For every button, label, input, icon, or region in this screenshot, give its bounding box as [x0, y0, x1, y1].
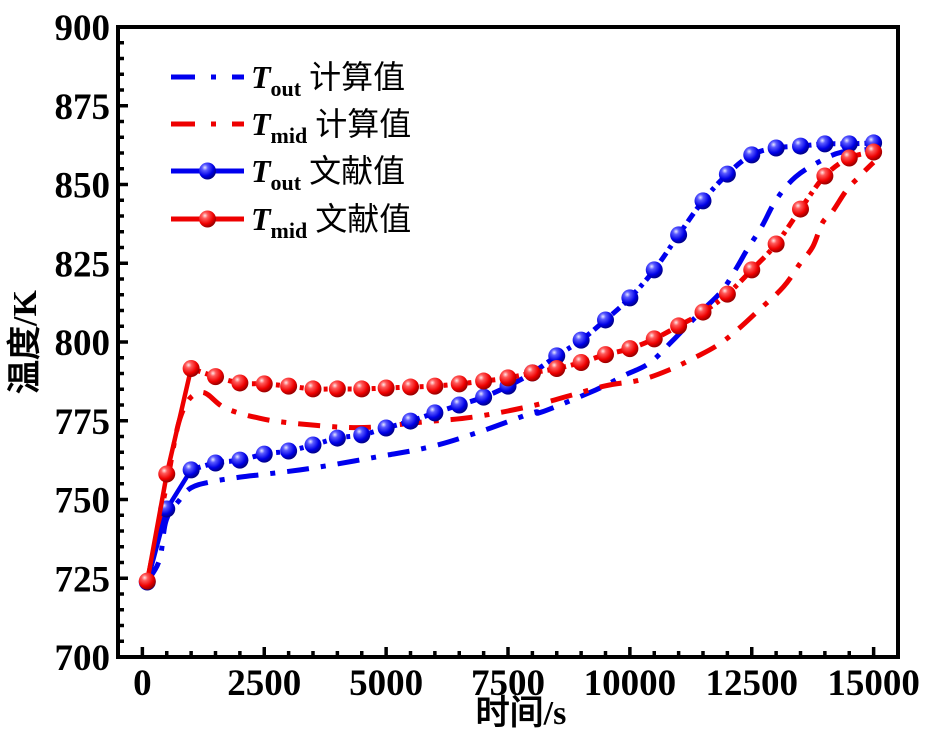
y-tick-label: 775 — [55, 402, 111, 443]
data-point-marker — [304, 436, 322, 454]
data-point-marker — [402, 378, 419, 396]
data-point-marker — [548, 347, 566, 365]
legend-marker — [199, 162, 216, 180]
data-point-marker — [231, 374, 249, 392]
x-tick-label: 10000 — [584, 663, 677, 704]
data-point-marker — [255, 375, 273, 393]
data-point-marker — [450, 396, 468, 414]
x-axis-title: 时间/s — [476, 694, 567, 732]
data-point-marker — [767, 235, 785, 253]
x-tick-label: 15000 — [827, 663, 920, 704]
data-point-marker — [377, 379, 395, 397]
legend-label: Tmid 文献值 — [251, 201, 411, 243]
data-point-marker — [767, 139, 785, 157]
data-point-marker — [377, 419, 395, 437]
data-point-marker — [718, 165, 736, 183]
data-point-marker — [353, 426, 371, 444]
data-point-marker — [621, 340, 639, 358]
series-line-literature-start — [145, 468, 194, 583]
data-point-marker — [207, 368, 224, 386]
y-tick-label: 850 — [55, 166, 111, 207]
legend-label: Tmid 计算值 — [251, 106, 411, 148]
data-point-marker — [694, 303, 712, 321]
data-point-marker — [645, 330, 663, 348]
data-point-marker — [597, 311, 614, 329]
x-tick-label: 0 — [133, 663, 152, 704]
y-tick-label: 700 — [55, 638, 111, 679]
data-point-marker — [816, 167, 834, 185]
data-point-marker — [743, 261, 761, 279]
data-point-marker — [572, 331, 590, 349]
data-point-marker — [255, 445, 273, 463]
data-point-marker — [548, 359, 566, 377]
y-tick-labels: 700 725 750 775 800 825 850 875 900 — [55, 8, 111, 679]
data-point-marker — [597, 346, 614, 364]
data-point-marker — [207, 454, 224, 472]
data-point-marker — [621, 289, 639, 307]
data-point-marker — [280, 377, 298, 395]
data-point-marker — [645, 261, 663, 279]
data-point-marker — [792, 137, 809, 155]
data-point-marker — [572, 353, 590, 371]
y-tick-label: 725 — [55, 559, 111, 600]
legend-item: Tout 计算值 — [171, 59, 405, 101]
data-point-marker — [280, 442, 298, 460]
x-tick-label: 12500 — [706, 663, 799, 704]
legend-item: Tmid 计算值 — [171, 106, 411, 148]
legend-label: Tout 文献值 — [251, 153, 405, 195]
data-point-marker — [670, 226, 688, 244]
y-tick-label: 800 — [55, 323, 111, 364]
data-point-marker — [231, 451, 249, 469]
data-point-marker — [328, 429, 346, 447]
x-tick-label: 5000 — [349, 663, 423, 704]
data-point-marker — [743, 146, 761, 164]
data-point-marker — [182, 359, 200, 377]
data-point-marker — [304, 380, 322, 398]
x-tick-labels: 0 2500 5000 7500 10000 12500 15000 — [133, 663, 920, 704]
y-axis-title: 温度/K — [6, 290, 44, 394]
data-point-marker — [328, 380, 346, 398]
data-point-marker — [182, 461, 200, 479]
tick-marks — [118, 25, 876, 659]
data-point-marker — [523, 364, 541, 382]
data-point-marker — [426, 377, 444, 395]
legend-item: Tmid 文献值 — [171, 201, 411, 243]
legend-item: Tout 文献值 — [171, 153, 405, 195]
data-point-marker — [718, 285, 736, 303]
data-point-marker — [670, 317, 688, 335]
data-point-marker — [840, 149, 858, 167]
series-markers-3 — [138, 143, 883, 590]
series-layer — [138, 134, 883, 591]
y-tick-label: 750 — [55, 481, 111, 522]
legend: Tout 计算值 Tmid 计算值 Tout 文献值 Tmid 文献值 — [171, 59, 411, 243]
data-point-marker — [450, 375, 468, 393]
data-point-marker — [426, 404, 444, 422]
y-tick-label: 825 — [55, 244, 111, 285]
data-point-marker — [499, 369, 517, 387]
x-tick-label: 2500 — [227, 663, 301, 704]
data-point-marker — [138, 572, 156, 590]
y-tick-label: 900 — [55, 8, 111, 49]
data-point-marker — [816, 135, 834, 153]
series-1 — [144, 160, 876, 582]
data-point-marker — [792, 200, 809, 218]
legend-marker — [199, 210, 216, 228]
series-line-calc — [144, 160, 876, 582]
data-point-marker — [475, 372, 493, 390]
data-point-marker — [158, 465, 176, 483]
data-point-marker — [865, 143, 883, 161]
axes — [116, 25, 900, 659]
data-point-marker — [402, 412, 419, 430]
legend-label: Tout 计算值 — [251, 59, 405, 101]
series-markers-2 — [138, 134, 883, 591]
data-point-marker — [840, 135, 858, 153]
y-tick-label: 875 — [55, 87, 111, 128]
data-point-marker — [694, 192, 712, 210]
data-point-marker — [353, 380, 371, 398]
data-point-marker — [475, 388, 493, 406]
x-tick-label: 7500 — [471, 663, 545, 704]
